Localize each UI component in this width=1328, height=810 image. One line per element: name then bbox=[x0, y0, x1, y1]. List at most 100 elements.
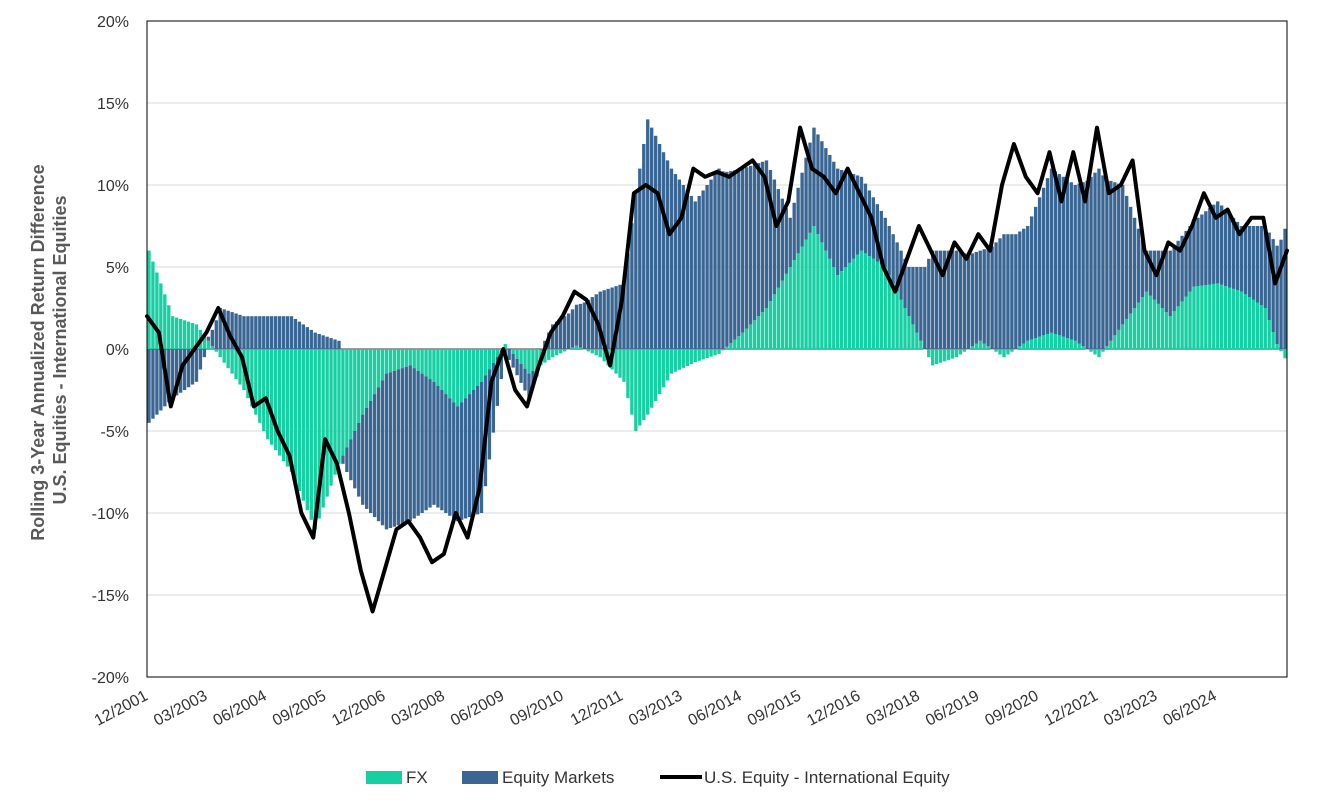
x-tick-label: 03/2018 bbox=[864, 687, 923, 729]
bar-equity-markets bbox=[321, 335, 325, 349]
bar-fx bbox=[1014, 349, 1018, 350]
bar-equity-markets bbox=[277, 316, 282, 349]
bar-fx bbox=[994, 349, 998, 352]
bar-equity-markets bbox=[946, 250, 951, 349]
bar-equity-markets bbox=[907, 267, 911, 317]
bar-fx bbox=[646, 349, 650, 415]
bar-equity-markets bbox=[673, 174, 678, 349]
bar-fx bbox=[733, 339, 737, 349]
bar-fx bbox=[408, 349, 412, 366]
bar-equity-markets bbox=[1041, 187, 1046, 336]
bar-fx bbox=[1172, 311, 1176, 349]
bar-equity-markets bbox=[400, 368, 404, 524]
bar-equity-markets bbox=[539, 349, 543, 350]
bar-fx bbox=[452, 349, 456, 403]
bar-fx bbox=[942, 349, 947, 362]
bar-fx bbox=[444, 349, 448, 395]
bar-equity-markets bbox=[756, 163, 761, 317]
bar-equity-markets bbox=[234, 313, 238, 349]
bar-equity-markets bbox=[194, 349, 199, 382]
bar-fx bbox=[186, 321, 191, 349]
bar-equity-markets bbox=[1275, 245, 1279, 345]
bar-equity-markets bbox=[832, 161, 836, 267]
bar-fx bbox=[475, 349, 480, 386]
bar-fx bbox=[1045, 333, 1050, 349]
bar-fx bbox=[230, 349, 234, 374]
bar-equity-markets bbox=[1235, 221, 1240, 291]
x-tick-label: 09/2020 bbox=[982, 687, 1041, 729]
bar-fx bbox=[238, 349, 242, 385]
bar-equity-markets bbox=[875, 204, 879, 262]
bar-fx bbox=[1164, 312, 1168, 349]
bar-fx bbox=[745, 328, 749, 349]
bar-equity-markets bbox=[1164, 250, 1168, 313]
bar-equity-markets bbox=[558, 318, 563, 349]
bar-fx bbox=[1231, 288, 1236, 349]
bar-fx bbox=[836, 275, 840, 349]
bar-equity-markets bbox=[1223, 209, 1228, 287]
bar-fx bbox=[808, 232, 812, 349]
bar-equity-markets bbox=[266, 316, 270, 349]
bar-fx bbox=[1168, 316, 1172, 349]
bar-equity-markets bbox=[606, 288, 610, 349]
bar-fx bbox=[851, 258, 856, 349]
bar-equity-markets bbox=[452, 402, 456, 519]
bar-fx bbox=[190, 323, 195, 349]
bar-equity-markets bbox=[570, 309, 575, 348]
bar-fx bbox=[895, 291, 899, 349]
bar-fx bbox=[982, 343, 986, 349]
bar-equity-markets bbox=[270, 316, 274, 349]
bar-fx bbox=[661, 349, 666, 388]
bar-equity-markets bbox=[1014, 234, 1018, 349]
bar-equity-markets bbox=[590, 297, 594, 349]
bar-fx bbox=[713, 349, 717, 356]
bar-equity-markets bbox=[471, 390, 476, 516]
bar-equity-markets bbox=[768, 169, 773, 302]
bar-equity-markets bbox=[859, 176, 864, 251]
bar-equity-markets bbox=[262, 316, 266, 349]
bar-fx bbox=[551, 349, 555, 358]
bar-equity-markets bbox=[1125, 195, 1129, 319]
bar-equity-markets bbox=[1022, 228, 1026, 344]
x-tick-label: 06/2009 bbox=[448, 687, 507, 729]
bar-fx bbox=[404, 349, 408, 367]
bar-fx bbox=[1002, 349, 1006, 358]
bar-equity-markets bbox=[681, 185, 686, 349]
bar-equity-markets bbox=[820, 141, 824, 243]
y-tick-label: -20% bbox=[92, 670, 129, 687]
bar-equity-markets bbox=[685, 190, 689, 349]
bar-fx bbox=[638, 349, 642, 426]
bar-equity-markets bbox=[384, 373, 389, 530]
bar-equity-markets bbox=[159, 349, 163, 411]
bar-equity-markets bbox=[982, 249, 986, 344]
bar-fx bbox=[911, 324, 915, 349]
bar-equity-markets bbox=[586, 299, 591, 349]
y-tick-label: 20% bbox=[97, 14, 129, 31]
bar-equity-markets bbox=[368, 400, 373, 513]
bar-fx bbox=[915, 332, 919, 349]
y-axis-ticks: 20% 15% 10% 5% 0% -5% -10% -15% -20% bbox=[92, 14, 129, 687]
bar-fx bbox=[1113, 335, 1117, 349]
bar-equity-markets bbox=[467, 394, 472, 518]
bar-equity-markets bbox=[1243, 226, 1248, 295]
bar-fx bbox=[1026, 340, 1030, 349]
bar-equity-markets bbox=[1255, 226, 1259, 303]
bar-equity-markets bbox=[147, 349, 151, 423]
bar-fx bbox=[574, 345, 579, 349]
bar-equity-markets bbox=[1136, 228, 1141, 303]
bar-fx bbox=[515, 349, 519, 359]
bar-equity-markets bbox=[448, 398, 452, 516]
bar-equity-markets bbox=[440, 390, 444, 511]
bar-equity-markets bbox=[760, 161, 765, 313]
bar-equity-markets bbox=[353, 431, 357, 489]
bar-equity-markets bbox=[1160, 250, 1164, 308]
bar-equity-markets bbox=[155, 349, 159, 415]
bar-equity-markets bbox=[693, 201, 697, 349]
bar-equity-markets bbox=[1105, 179, 1109, 347]
bar-equity-markets bbox=[1156, 250, 1161, 304]
bar-fx bbox=[1251, 299, 1256, 349]
bar-fx bbox=[175, 317, 179, 349]
bar-fx bbox=[590, 349, 594, 354]
bar-fx bbox=[582, 349, 587, 350]
